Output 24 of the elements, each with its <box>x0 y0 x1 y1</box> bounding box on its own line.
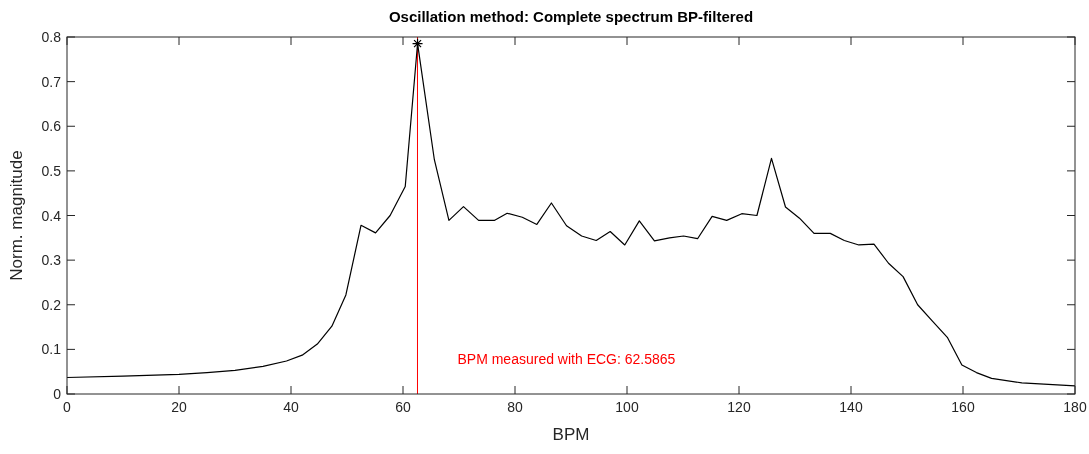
line-series <box>66 43 1076 387</box>
x-tick-label: 100 <box>615 399 639 415</box>
chart-title: Oscillation method: Complete spectrum BP-filtered <box>388 8 754 25</box>
y-tick-label: 0.3 <box>41 252 62 269</box>
x-tick-label: 40 <box>283 399 299 415</box>
y-tick-label: 0.8 <box>41 29 62 45</box>
x-tick-label: 60 <box>395 399 411 415</box>
x-tick-label: 160 <box>951 399 975 415</box>
x-tick-label: 120 <box>727 399 751 415</box>
y-tick-label: 0.2 <box>41 296 62 313</box>
y-tick-label: 0.4 <box>41 207 62 224</box>
x-tick-label: 140 <box>839 399 863 415</box>
y-tick-label: 0 <box>53 386 62 402</box>
x-axis-title: BPM <box>552 425 590 444</box>
x-tick-label: 0 <box>63 399 72 415</box>
y-tick-label: 0.1 <box>41 341 62 358</box>
ref-line-label: BPM measured with ECG: 62.5865 <box>457 351 676 367</box>
x-tick-label: 20 <box>171 399 187 415</box>
y-tick-label: 0.7 <box>41 73 62 90</box>
y-tick-label: 0.6 <box>41 118 62 135</box>
x-tick-label: 180 <box>1063 399 1087 415</box>
y-axis-title: Norm. magnitude <box>7 150 26 281</box>
x-tick-label: 80 <box>507 399 523 415</box>
y-tick-label: 0.5 <box>41 162 62 179</box>
